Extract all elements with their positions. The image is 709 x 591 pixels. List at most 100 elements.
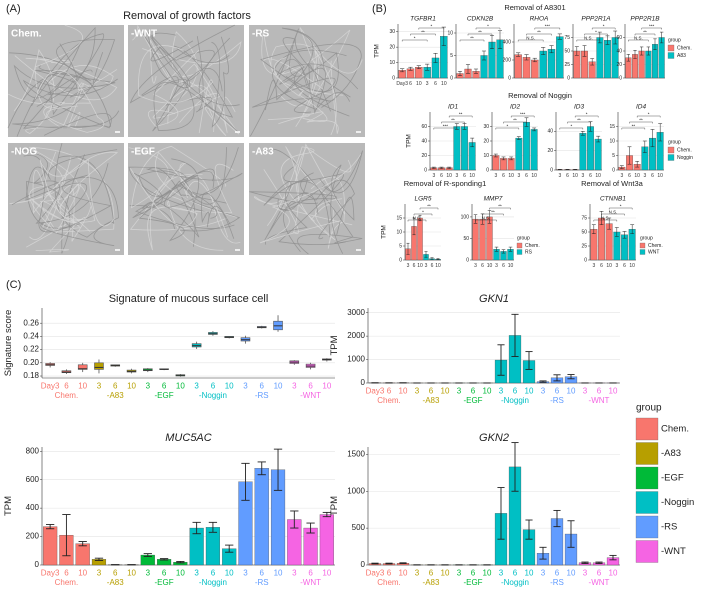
significance-label: N.S.	[609, 209, 618, 214]
group-label: -WNT	[300, 391, 321, 400]
x-tick-label: 6	[113, 568, 118, 577]
y-tick-label: 30	[483, 124, 489, 130]
x-tick-label: 3	[194, 381, 199, 390]
texture	[147, 32, 215, 84]
x-tick-label: 3	[425, 263, 428, 269]
group-label: -Noggin	[501, 396, 529, 405]
significance-bracket	[517, 39, 544, 42]
bar	[254, 468, 269, 566]
significance-bracket	[475, 27, 501, 30]
texture	[25, 149, 118, 214]
plot-area	[42, 308, 335, 378]
legend-swatch	[635, 442, 659, 465]
x-tick-label: 10	[609, 386, 618, 395]
legend-label: Chem.	[661, 424, 689, 435]
micrograph: -A83	[249, 143, 365, 255]
y-tick-label: 0	[567, 75, 570, 81]
y-tick-label: 30	[389, 29, 395, 35]
legend-title: group	[636, 403, 662, 414]
y-tick-label: 100	[461, 214, 470, 220]
chart-title: PPP2R1A	[581, 16, 610, 23]
x-tick-label: 10	[606, 263, 612, 269]
significance-bracket	[608, 207, 633, 210]
significance-bracket	[448, 115, 473, 118]
significance-bracket	[636, 115, 661, 118]
x-tick-label: 6	[555, 568, 560, 577]
y-axis-label: TPM	[381, 225, 388, 239]
x-tick-label: 10	[483, 568, 492, 577]
y-tick-label: 0	[361, 560, 366, 569]
x-tick-label: 6	[440, 173, 443, 179]
y-tick-label: 0.20	[23, 358, 39, 367]
significance-label: N.S.	[413, 215, 422, 220]
plot-area	[398, 24, 448, 78]
x-tick-label: 6	[431, 263, 434, 269]
significance-bracket	[628, 39, 649, 42]
legend-label: Chem.	[677, 147, 692, 153]
group-label: -Noggin	[199, 391, 227, 400]
bar	[472, 218, 479, 261]
significance-label: **	[632, 123, 636, 128]
chart-title: RHOA	[530, 16, 549, 23]
x-tick-label: 6	[64, 381, 69, 390]
y-axis-label: TPM	[329, 496, 340, 516]
x-tick-label: 6	[113, 381, 118, 390]
significance-label: **	[643, 29, 647, 34]
y-tick-label: 0.22	[23, 345, 39, 354]
plot-area	[472, 204, 514, 260]
x-tick-label: 6	[628, 173, 631, 179]
texture	[263, 181, 331, 241]
significance-bracket	[410, 33, 436, 36]
x-tick-label: 6	[651, 173, 654, 179]
y-axis-label: Signature score	[3, 310, 14, 377]
y-tick-label: 0	[399, 257, 402, 263]
y-tick-label: 0.26	[23, 318, 39, 327]
significance-bracket	[634, 33, 656, 36]
group-label: Chem.	[55, 391, 79, 400]
chart-title: GKN2	[479, 432, 509, 444]
significance-bracket	[559, 127, 584, 130]
y-tick-label: 500	[352, 523, 366, 532]
x-tick-label: 3	[499, 386, 504, 395]
x-tick-label: 6	[409, 81, 412, 87]
y-tick-label: 15	[396, 215, 402, 221]
chart-title: MMP7	[484, 196, 503, 203]
significance-label: *	[595, 29, 597, 34]
legend-swatch	[635, 491, 659, 514]
box	[94, 362, 104, 370]
x-tick-label: Day3	[41, 381, 60, 390]
x-tick-label: 10	[508, 263, 514, 269]
y-tick-label: 75	[581, 215, 587, 221]
y-tick-label: 60	[616, 35, 622, 41]
x-tick-label: 10	[525, 568, 534, 577]
x-tick-label: 3	[146, 381, 151, 390]
chart-title: CTNNB1	[600, 196, 626, 203]
x-tick-label: 6	[566, 173, 569, 179]
chart-title: PPP2R1B	[630, 16, 660, 23]
significance-label: *	[487, 23, 489, 28]
legend-swatch	[639, 249, 646, 255]
x-tick-label: 3	[457, 386, 462, 395]
x-tick-label: 3	[292, 381, 297, 390]
y-tick-label: 0	[486, 167, 489, 173]
y-tick-label: 20	[421, 153, 427, 159]
y-tick-label: 0	[35, 560, 40, 569]
x-tick-label: 6	[434, 81, 437, 87]
x-tick-label: 6	[623, 263, 626, 269]
row-header: Removal of Wnt3a	[581, 179, 644, 188]
significance-label: N.S.	[526, 35, 535, 40]
chart-title: TGFBR1	[410, 16, 436, 23]
x-tick-label: 6	[387, 568, 392, 577]
x-tick-label: 6	[429, 568, 434, 577]
x-tick-label: 6	[502, 173, 505, 179]
bar	[587, 126, 594, 171]
legend-label: Chem.	[525, 243, 540, 249]
significance-bracket	[629, 121, 653, 124]
x-tick-label: 6	[597, 386, 602, 395]
